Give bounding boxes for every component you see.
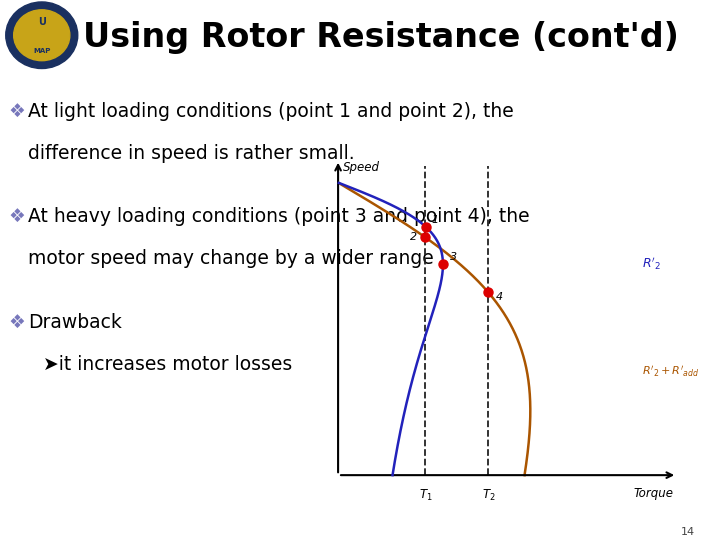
Text: ❖: ❖ [9,207,25,226]
Text: $T_2$: $T_2$ [482,488,495,503]
Text: Speed: Speed [343,161,380,174]
Text: ❖: ❖ [9,313,25,332]
Text: 14: 14 [680,527,695,537]
Text: Drawback: Drawback [28,313,122,332]
Text: U: U [38,17,45,27]
Text: Torque: Torque [634,488,674,501]
Text: 3: 3 [450,252,457,262]
Ellipse shape [6,2,78,69]
Text: ❖: ❖ [9,102,25,121]
Text: motor speed may change by a wider range: motor speed may change by a wider range [28,249,434,268]
Text: At heavy loading conditions (point 3 and point 4), the: At heavy loading conditions (point 3 and… [28,207,530,226]
Text: Using Rotor Resistance (cont'd): Using Rotor Resistance (cont'd) [83,21,679,54]
Text: $R'_2$: $R'_2$ [642,255,661,272]
Text: 2: 2 [410,232,417,242]
Text: MAP: MAP [33,48,50,54]
Text: ➤it increases motor losses: ➤it increases motor losses [43,355,292,374]
Text: difference in speed is rather small.: difference in speed is rather small. [28,144,355,163]
Text: 1: 1 [431,215,438,225]
Text: 4: 4 [495,292,503,301]
Text: At light loading conditions (point 1 and point 2), the: At light loading conditions (point 1 and… [28,102,514,121]
Text: $R'_2+R'_{add}$: $R'_2+R'_{add}$ [642,364,700,379]
Ellipse shape [14,10,70,60]
Text: $T_1$: $T_1$ [418,488,432,503]
